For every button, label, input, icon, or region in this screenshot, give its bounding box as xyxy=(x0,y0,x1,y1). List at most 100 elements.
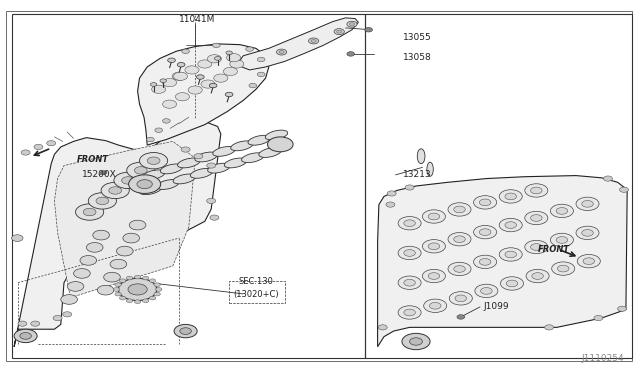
Circle shape xyxy=(14,329,37,343)
Circle shape xyxy=(127,162,155,179)
Circle shape xyxy=(114,172,142,189)
Circle shape xyxy=(147,157,160,164)
Circle shape xyxy=(404,309,415,316)
Circle shape xyxy=(134,275,141,279)
Circle shape xyxy=(126,299,132,302)
Circle shape xyxy=(96,197,109,205)
Circle shape xyxy=(115,292,122,296)
Circle shape xyxy=(505,251,516,258)
Circle shape xyxy=(156,288,162,291)
Circle shape xyxy=(109,187,122,194)
Circle shape xyxy=(448,262,471,276)
Circle shape xyxy=(347,21,357,27)
Circle shape xyxy=(479,199,491,206)
Text: SEC.130: SEC.130 xyxy=(239,278,273,286)
Circle shape xyxy=(429,302,441,309)
Circle shape xyxy=(582,201,593,207)
Circle shape xyxy=(177,62,185,67)
Circle shape xyxy=(21,150,30,155)
Circle shape xyxy=(226,51,232,55)
Circle shape xyxy=(552,262,575,275)
Circle shape xyxy=(449,292,472,305)
Circle shape xyxy=(126,276,132,280)
Circle shape xyxy=(230,60,244,68)
Circle shape xyxy=(155,128,163,132)
Circle shape xyxy=(53,315,62,321)
Circle shape xyxy=(576,197,599,211)
Circle shape xyxy=(188,86,202,94)
Circle shape xyxy=(223,67,237,76)
Bar xyxy=(229,281,285,303)
Circle shape xyxy=(404,279,415,286)
Circle shape xyxy=(12,235,23,241)
Ellipse shape xyxy=(142,170,165,180)
Circle shape xyxy=(168,58,175,62)
Circle shape xyxy=(74,269,90,278)
Circle shape xyxy=(116,246,133,256)
Circle shape xyxy=(402,333,430,350)
Circle shape xyxy=(268,137,293,152)
Circle shape xyxy=(525,184,548,197)
Circle shape xyxy=(180,328,191,334)
Circle shape xyxy=(405,185,414,190)
Circle shape xyxy=(505,222,516,228)
Ellipse shape xyxy=(248,135,271,145)
Circle shape xyxy=(147,137,154,142)
Text: FRONT: FRONT xyxy=(77,155,109,164)
Circle shape xyxy=(104,272,120,282)
Circle shape xyxy=(526,269,549,283)
Circle shape xyxy=(154,292,160,296)
Bar xyxy=(365,14,632,358)
Circle shape xyxy=(150,83,157,86)
Circle shape xyxy=(398,217,421,230)
Circle shape xyxy=(457,315,465,319)
Circle shape xyxy=(120,279,126,283)
Ellipse shape xyxy=(190,169,213,178)
Circle shape xyxy=(214,74,228,82)
Polygon shape xyxy=(138,44,269,145)
Circle shape xyxy=(196,75,204,79)
Circle shape xyxy=(422,210,445,223)
Circle shape xyxy=(479,259,491,265)
Circle shape xyxy=(115,283,122,286)
Circle shape xyxy=(279,51,284,54)
Polygon shape xyxy=(54,141,195,298)
Ellipse shape xyxy=(265,130,288,140)
Circle shape xyxy=(63,312,72,317)
Circle shape xyxy=(618,306,627,311)
Circle shape xyxy=(474,225,497,239)
Circle shape xyxy=(140,153,168,169)
Circle shape xyxy=(398,306,421,319)
Circle shape xyxy=(428,213,440,220)
Circle shape xyxy=(387,191,396,196)
Circle shape xyxy=(137,180,152,189)
Circle shape xyxy=(118,278,157,301)
Ellipse shape xyxy=(230,141,253,151)
Circle shape xyxy=(100,171,107,174)
Circle shape xyxy=(143,276,149,280)
Circle shape xyxy=(410,338,422,345)
Circle shape xyxy=(428,243,440,250)
Polygon shape xyxy=(14,119,221,347)
Circle shape xyxy=(129,175,161,193)
Bar xyxy=(12,14,365,358)
Circle shape xyxy=(194,154,203,159)
Circle shape xyxy=(67,282,84,291)
Ellipse shape xyxy=(139,185,162,195)
Circle shape xyxy=(246,47,253,51)
Text: J1110254: J1110254 xyxy=(581,354,624,363)
Circle shape xyxy=(209,83,217,88)
Circle shape xyxy=(93,230,109,240)
Circle shape xyxy=(134,300,141,304)
Circle shape xyxy=(365,28,372,32)
Ellipse shape xyxy=(156,180,179,189)
Circle shape xyxy=(110,259,127,269)
Circle shape xyxy=(604,176,612,181)
Circle shape xyxy=(76,204,104,220)
Circle shape xyxy=(454,236,465,243)
Circle shape xyxy=(386,202,395,207)
Circle shape xyxy=(308,38,319,44)
Circle shape xyxy=(448,232,471,246)
Circle shape xyxy=(134,167,147,174)
Polygon shape xyxy=(378,176,627,347)
